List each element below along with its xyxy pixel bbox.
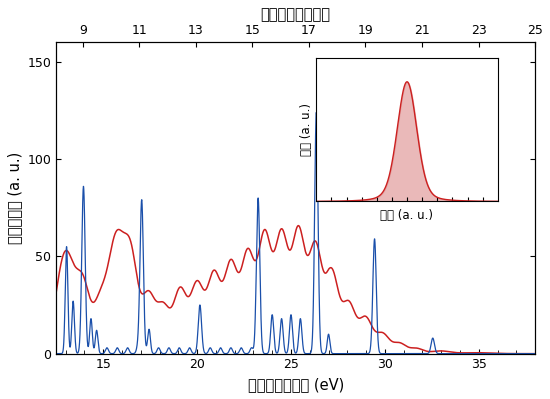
X-axis label: 空間 (a. u.): 空間 (a. u.) [381,209,433,222]
Y-axis label: 高調波強度 (a. u.): 高調波強度 (a. u.) [7,152,22,244]
X-axis label: 光子エネルギー (eV): 光子エネルギー (eV) [248,377,344,392]
X-axis label: 高調波の発生次数: 高調波の発生次数 [261,7,331,22]
Y-axis label: 強度 (a. u.): 強度 (a. u.) [300,103,313,156]
